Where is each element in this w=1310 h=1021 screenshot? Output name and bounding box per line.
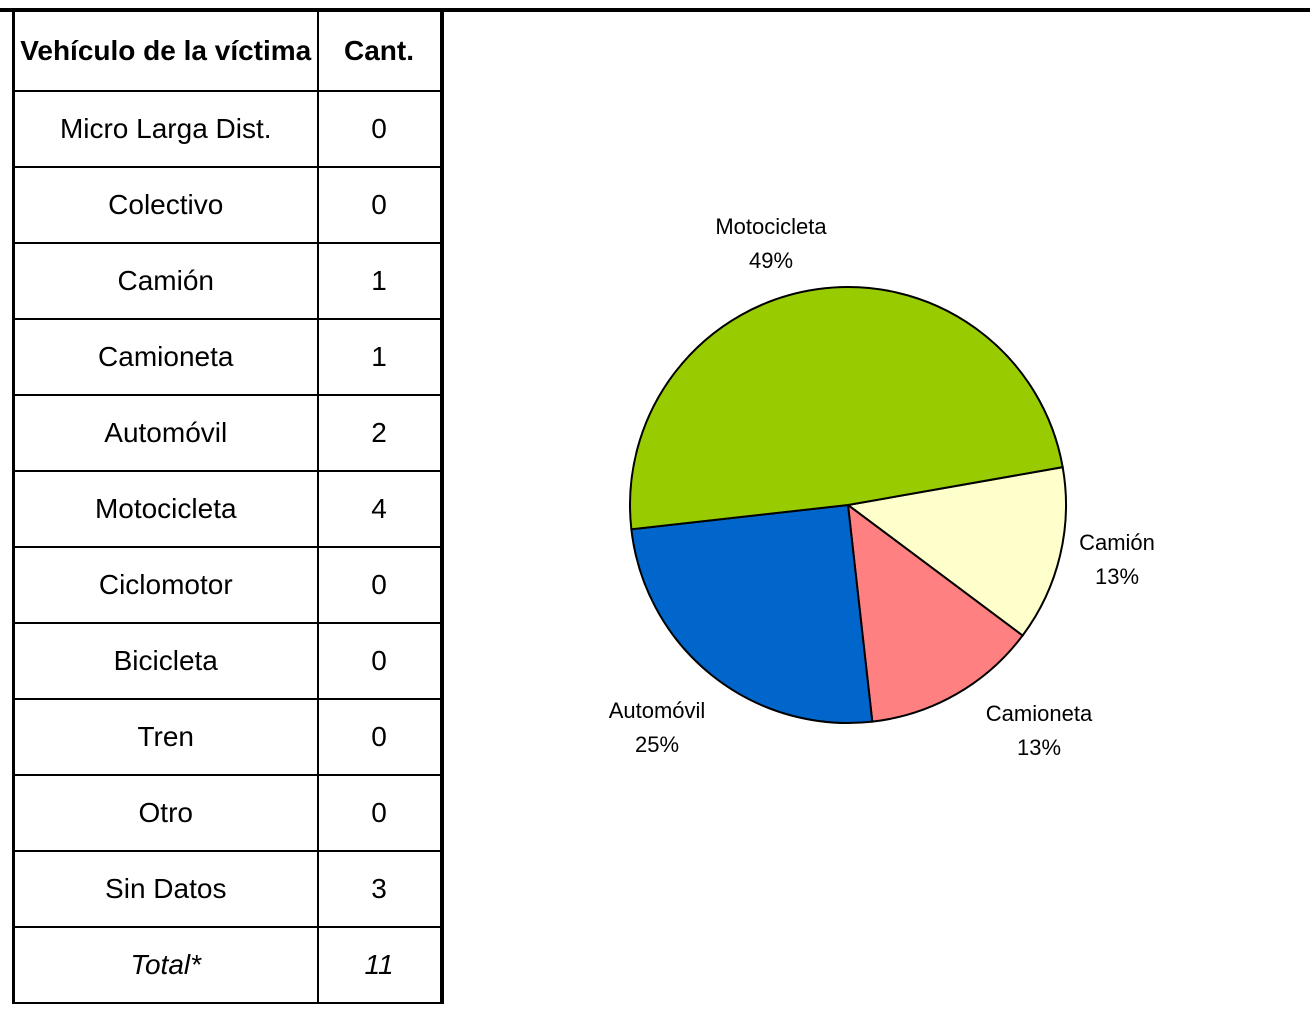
pie-slice — [630, 503, 874, 724]
vehicle-cell: Colectivo — [12, 166, 319, 244]
top-rule — [0, 8, 1310, 12]
slice-label: Motocicleta — [715, 214, 827, 239]
slice-percent: 49% — [749, 248, 793, 273]
count-cell: 0 — [316, 546, 444, 624]
table-row: Automóvil 2 — [12, 394, 444, 472]
count-cell: 0 — [316, 90, 444, 168]
slice-label: Camión — [1079, 530, 1155, 555]
slice-percent: 13% — [1095, 564, 1139, 589]
count-cell: 0 — [316, 698, 444, 776]
vehicle-cell: Camión — [12, 242, 319, 320]
slice-label: Camioneta — [986, 701, 1093, 726]
count-cell: 11 — [316, 926, 444, 1004]
table-row: Motocicleta 4 — [12, 470, 444, 548]
vehicle-cell: Ciclomotor — [12, 546, 319, 624]
vehicle-cell: Automóvil — [12, 394, 319, 472]
count-cell: 2 — [316, 394, 444, 472]
table-row: Camioneta 1 — [12, 318, 444, 396]
count-cell: 0 — [316, 774, 444, 852]
vehicle-cell: Bicicleta — [12, 622, 319, 700]
count-cell: 4 — [316, 470, 444, 548]
table-row: Total* 11 — [12, 926, 444, 1004]
count-cell: 1 — [316, 318, 444, 396]
vehicle-cell: Total* — [12, 926, 319, 1004]
table-row: Tren 0 — [12, 698, 444, 776]
vehicle-cell: Motocicleta — [12, 470, 319, 548]
table-row: Colectivo 0 — [12, 166, 444, 244]
slice-label: Automóvil — [609, 698, 706, 723]
count-cell: 3 — [316, 850, 444, 928]
table-row: Micro Larga Dist. 0 — [12, 90, 444, 168]
slice-percent: 13% — [1017, 735, 1061, 760]
header-row: Vehículo de la víctima Cant. — [12, 10, 444, 92]
vehicle-cell: Sin Datos — [12, 850, 319, 928]
table-row: Camión 1 — [12, 242, 444, 320]
count-cell: 0 — [316, 166, 444, 244]
pie-slice — [846, 502, 1024, 723]
table-row: Bicicleta 0 — [12, 622, 444, 700]
vehicle-cell: Camioneta — [12, 318, 319, 396]
slice-percent: 25% — [635, 732, 679, 757]
vehicle-cell: Tren — [12, 698, 319, 776]
count-cell: 0 — [316, 622, 444, 700]
header-cell: Cant. — [316, 10, 444, 92]
table-row: Otro 0 — [12, 774, 444, 852]
pie-slice — [845, 465, 1067, 637]
table-row: Sin Datos 3 — [12, 850, 444, 928]
pie-slice — [628, 285, 1064, 531]
table-row: Ciclomotor 0 — [12, 546, 444, 624]
count-cell: 1 — [316, 242, 444, 320]
vehicle-cell: Micro Larga Dist. — [12, 90, 319, 168]
vehicle-table: Vehículo de la víctima Cant. Micro Larga… — [12, 10, 444, 1004]
vehicle-cell: Otro — [12, 774, 319, 852]
header-cell: Vehículo de la víctima — [12, 10, 319, 92]
